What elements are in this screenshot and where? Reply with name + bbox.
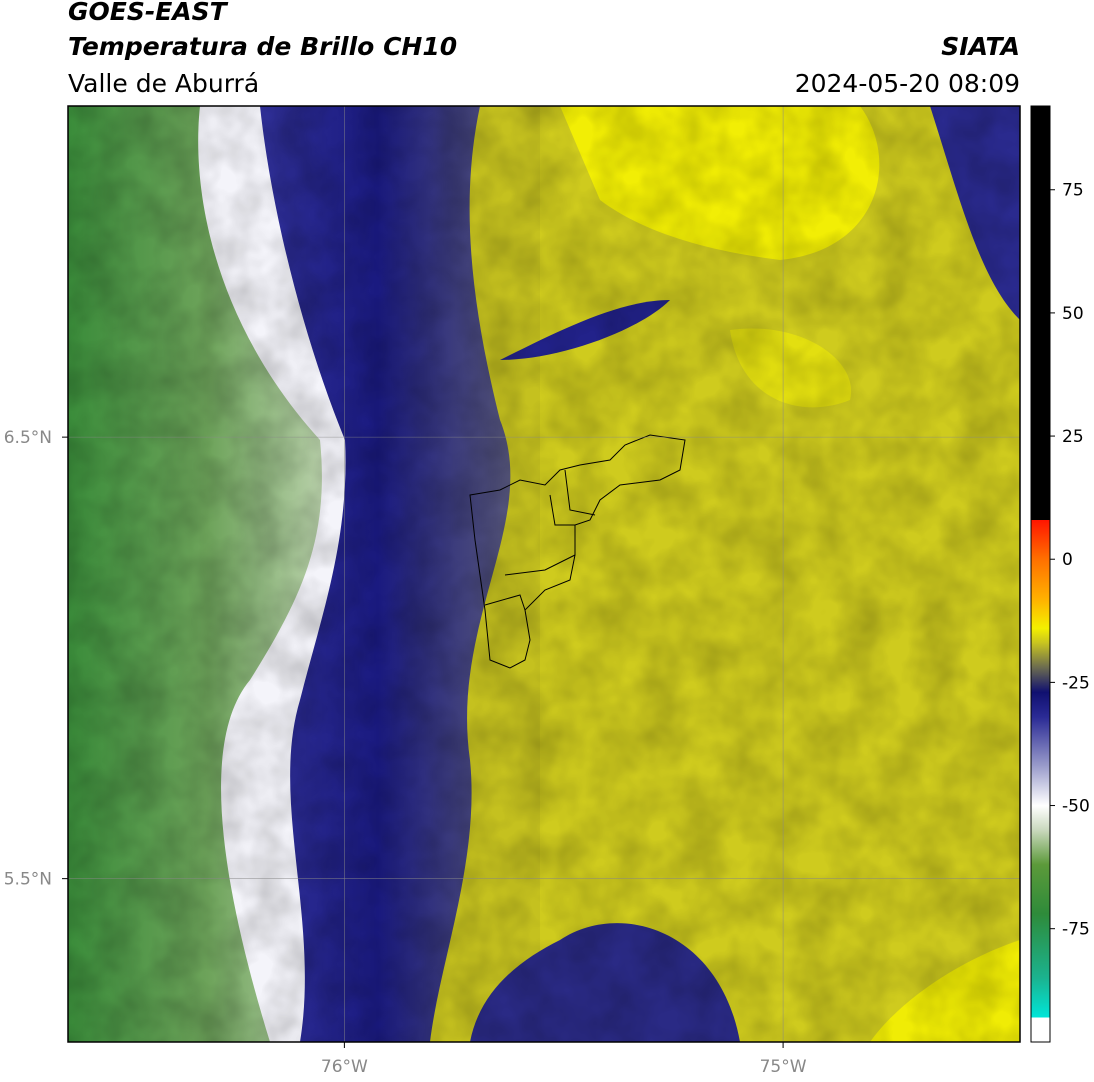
y-tick-label: 6.5°N — [4, 428, 52, 448]
colorbar-tick-label: -75 — [1062, 920, 1090, 940]
colorbar-tick-label: 75 — [1062, 181, 1084, 201]
map-image — [68, 106, 1020, 1042]
map-frame — [67, 105, 1021, 1043]
x-tick-label: 75°W — [760, 1057, 807, 1077]
graticule — [62, 106, 1020, 1048]
title-line2: Temperatura de Brillo CH10 — [68, 32, 457, 61]
x-tick-label: 76°W — [321, 1057, 368, 1077]
colorbar-tick-label: 25 — [1062, 427, 1084, 447]
colorbar-tick-label: 0 — [1062, 550, 1073, 570]
colorbar-tick-label: -50 — [1062, 797, 1090, 817]
colorbar-tick-label: -25 — [1062, 673, 1090, 693]
region: Valle de Aburrá — [68, 69, 259, 98]
y-tick-label: 5.5°N — [4, 870, 52, 890]
datetime: 2024-05-20 08:09 — [795, 69, 1020, 98]
source: SIATA — [941, 32, 1020, 61]
colorbar-tick-label: 50 — [1062, 304, 1084, 324]
title-line1: GOES-EAST — [68, 0, 229, 26]
colorbar — [1030, 105, 1051, 1043]
